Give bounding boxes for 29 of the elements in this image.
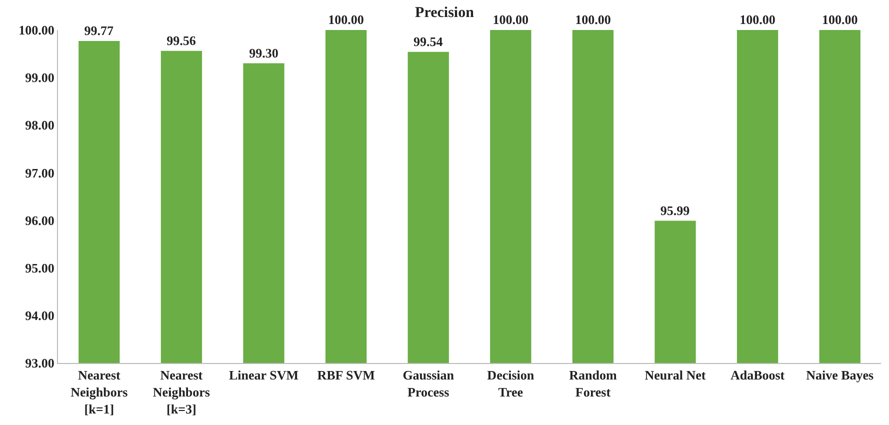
- x-tick-label: Nearest Neighbors [k=3]: [152, 368, 210, 416]
- data-label: 100.00: [740, 12, 776, 27]
- x-tick-label: Linear SVM: [229, 368, 298, 383]
- data-label: 99.77: [84, 22, 114, 38]
- chart-title: Precision: [415, 4, 475, 21]
- y-tick-label: 93.00: [25, 356, 54, 371]
- data-label: 95.99: [660, 202, 690, 218]
- x-tick-label: AdaBoost: [730, 368, 786, 383]
- data-label: 100.00: [492, 12, 529, 27]
- data-label: 99.56: [166, 32, 196, 48]
- x-tick-label: Nearest Neighbors [k=1]: [70, 368, 128, 416]
- y-tick-label: 100.00: [18, 22, 54, 38]
- data-label: 99.30: [249, 45, 278, 60]
- data-label: 100.00: [822, 12, 858, 27]
- y-tick-label: 95.00: [25, 260, 54, 276]
- data-label: 100.00: [328, 12, 364, 27]
- x-tick-label: Neural Net: [644, 368, 706, 383]
- y-tick-label: 97.00: [25, 165, 54, 180]
- y-tick-label: 99.00: [25, 70, 54, 86]
- x-tick-label: Naive Bayes: [806, 368, 874, 383]
- x-tick-label: Gaussian Process: [402, 368, 455, 400]
- data-label: 99.54: [413, 34, 444, 49]
- data-label: 100.00: [575, 12, 611, 27]
- x-tick-label: Decision Tree: [487, 368, 535, 400]
- y-tick-label: 98.00: [25, 118, 54, 133]
- y-tick-label: 96.00: [25, 212, 54, 228]
- y-tick-label: 94.00: [25, 308, 54, 323]
- x-tick-label: RBF SVM: [317, 368, 375, 383]
- x-tick-label: Random Forest: [569, 368, 617, 400]
